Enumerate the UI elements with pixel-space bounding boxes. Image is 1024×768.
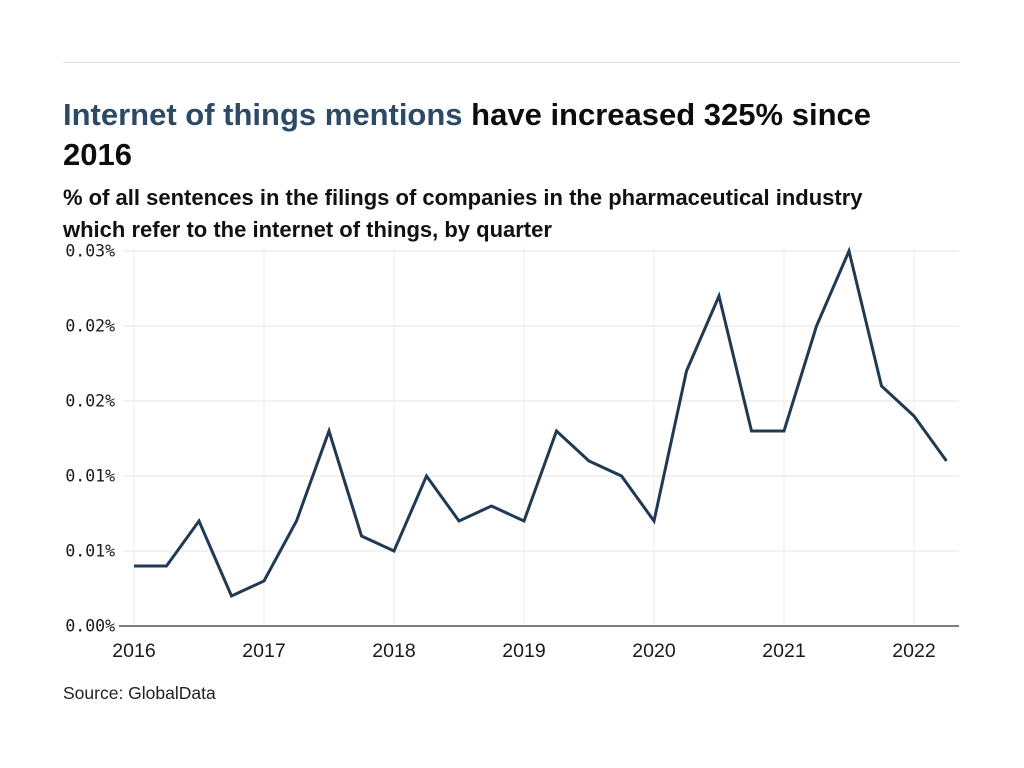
y-tick-label: 0.02% xyxy=(65,317,115,336)
x-tick-label: 2016 xyxy=(112,640,155,662)
chart-subtitle: % of all sentences in the filings of com… xyxy=(63,182,983,246)
x-tick-label: 2021 xyxy=(762,640,805,662)
subtitle-line1: % of all sentences in the filings of com… xyxy=(63,185,863,210)
subtitle-line2: which refer to the internet of things, b… xyxy=(63,217,552,242)
x-tick-label: 2017 xyxy=(242,640,285,662)
x-tick-label: 2018 xyxy=(372,640,415,662)
x-tick-label: 2022 xyxy=(892,640,935,662)
y-tick-labels: 0.00% 0.01% 0.01% 0.02% 0.02% 0.03% xyxy=(65,242,115,636)
page-title: Internet of things mentions have increas… xyxy=(63,95,963,175)
y-tick-label: 0.01% xyxy=(65,542,115,561)
y-tick-label: 0.01% xyxy=(65,467,115,486)
x-tick-labels: 2016 2017 2018 2019 2020 2021 2022 xyxy=(112,640,935,662)
y-tick-label: 0.02% xyxy=(65,392,115,411)
x-tick-label: 2020 xyxy=(632,640,676,662)
h-gridlines xyxy=(123,250,959,552)
header-divider xyxy=(63,62,960,63)
source-label: Source: GlobalData xyxy=(63,683,216,703)
y-tick-label: 0.00% xyxy=(65,617,115,636)
v-gridlines xyxy=(133,247,915,624)
title-highlight: Internet of things mentions xyxy=(63,96,463,132)
x-tick-label: 2019 xyxy=(502,640,545,662)
y-tick-label: 0.03% xyxy=(65,242,115,261)
trend-line xyxy=(134,246,948,599)
title-line2: 2016 xyxy=(63,136,132,172)
title-rest: have increased 325% since xyxy=(462,96,871,132)
